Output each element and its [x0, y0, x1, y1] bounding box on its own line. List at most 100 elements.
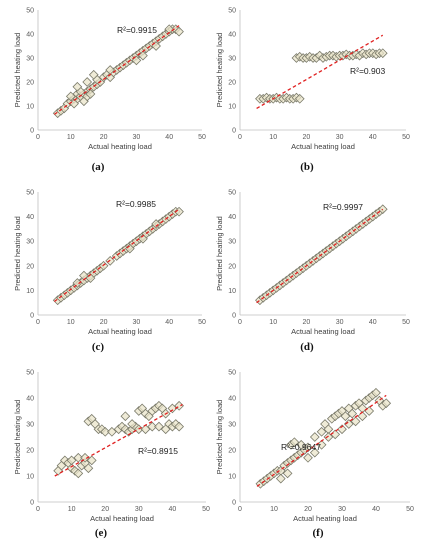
panel-d: 0 10 20 30 40 50 0 10 20 30 40 50 Actual heating loa… — [215, 190, 410, 354]
data-point — [72, 81, 83, 92]
data-point — [85, 89, 96, 99]
x-tick-label: 0 — [36, 134, 40, 141]
data-point — [377, 48, 388, 59]
y-tick-label: 50 — [26, 370, 34, 377]
x-tick-label: 10 — [67, 319, 75, 326]
y-tick-label: 20 — [228, 80, 236, 87]
y-tick-label: 30 — [228, 56, 236, 63]
fit-line — [256, 208, 384, 304]
x-tick-label: 40 — [372, 506, 380, 513]
y-tick-label: 30 — [26, 422, 34, 429]
data-point — [174, 26, 184, 37]
panel-f: 0 10 20 30 40 50 0 10 20 30 40 50 Actual heating loa… — [215, 370, 414, 540]
x-tick-label: 50 — [402, 134, 410, 141]
x-tick-label: 10 — [269, 134, 277, 141]
x-tick-label: 20 — [303, 134, 311, 141]
panel-label: (a) — [92, 161, 105, 173]
data-point — [309, 432, 320, 442]
data-point — [347, 408, 358, 419]
x-axis-label: Actual heating load — [293, 514, 357, 523]
x-tick-label: 20 — [303, 319, 311, 326]
y-tick-label: 20 — [228, 263, 236, 270]
data-point — [309, 447, 320, 458]
y-tick-label: 0 — [30, 313, 34, 320]
x-tick-label: 10 — [67, 134, 75, 141]
x-tick-label: 50 — [406, 506, 414, 513]
data-point — [275, 473, 286, 484]
data-point — [83, 463, 94, 474]
x-tick-label: 0 — [238, 134, 242, 141]
data-point — [340, 411, 351, 422]
y-axis-label: Predicted heating load — [215, 400, 224, 475]
y-tick-label: 50 — [26, 8, 34, 15]
data-point — [323, 432, 334, 442]
y-tick-label: 0 — [232, 128, 236, 135]
data-point — [357, 411, 368, 422]
data-point — [120, 411, 131, 422]
panel-e: 0 10 20 30 40 50 0 10 20 30 40 50 Actual heating loa… — [13, 370, 210, 540]
data-point — [100, 426, 111, 437]
data-point — [167, 403, 178, 414]
y-tick-label: 50 — [228, 8, 236, 15]
data-point — [160, 424, 171, 435]
y-axis-label: Predicted heating load — [13, 400, 22, 475]
data-point — [65, 91, 76, 102]
data-point — [316, 426, 327, 437]
data-point — [337, 424, 347, 435]
y-tick-label: 40 — [26, 214, 34, 221]
x-tick-label: 30 — [135, 506, 143, 513]
y-tick-label: 40 — [26, 32, 34, 39]
x-tick-label: 20 — [100, 134, 108, 141]
panel-label: (e) — [95, 527, 108, 539]
r-squared-annotation: R²=0.9997 — [323, 202, 363, 212]
x-axis-label: Actual heating load — [88, 142, 152, 151]
data-point — [303, 442, 313, 453]
y-tick-label: 20 — [228, 448, 236, 455]
x-axis-label: Actual heating load — [90, 514, 154, 523]
x-tick-label: 50 — [202, 506, 210, 513]
panel-label: (b) — [300, 161, 314, 173]
y-tick-label: 10 — [26, 474, 34, 481]
y-tick-label: 50 — [26, 190, 34, 197]
data-point — [86, 455, 97, 466]
data-point — [154, 421, 164, 432]
y-tick-label: 10 — [228, 474, 236, 481]
x-tick-label: 10 — [269, 319, 277, 326]
y-tick-label: 10 — [228, 288, 236, 295]
data-point — [138, 233, 148, 244]
y-tick-label: 0 — [30, 128, 34, 135]
y-tick-label: 40 — [228, 396, 236, 403]
x-tick-label: 50 — [198, 134, 206, 141]
x-tick-label: 30 — [133, 319, 141, 326]
data-point — [80, 452, 90, 463]
y-tick-label: 20 — [26, 263, 34, 270]
y-tick-label: 10 — [228, 104, 236, 111]
data-point — [164, 24, 175, 35]
data-point — [82, 77, 93, 87]
y-tick-label: 0 — [232, 500, 236, 507]
y-tick-label: 20 — [26, 448, 34, 455]
data-point — [343, 419, 354, 429]
data-point — [140, 424, 151, 435]
y-tick-label: 0 — [30, 500, 34, 507]
x-axis-label: Actual heating load — [88, 327, 152, 336]
panel-label: (f) — [313, 527, 324, 539]
x-tick-label: 40 — [165, 134, 173, 141]
data-point — [381, 398, 392, 409]
x-tick-label: 40 — [165, 319, 173, 326]
fit-line — [256, 394, 387, 487]
x-tick-label: 0 — [36, 319, 40, 326]
x-tick-label: 20 — [304, 506, 312, 513]
x-tick-label: 50 — [402, 319, 410, 326]
y-axis-label: Predicted heating load — [215, 33, 224, 108]
x-tick-label: 0 — [36, 506, 40, 513]
y-tick-label: 10 — [26, 288, 34, 295]
x-tick-label: 40 — [369, 319, 377, 326]
panel-a: 0 10 20 30 40 50 0 10 20 30 40 50 Actual heating loa… — [13, 8, 206, 174]
y-tick-label: 40 — [228, 32, 236, 39]
data-point — [88, 69, 99, 80]
fit-line — [54, 208, 180, 302]
x-tick-label: 40 — [369, 134, 377, 141]
data-point — [66, 455, 77, 466]
x-tick-label: 20 — [101, 506, 109, 513]
